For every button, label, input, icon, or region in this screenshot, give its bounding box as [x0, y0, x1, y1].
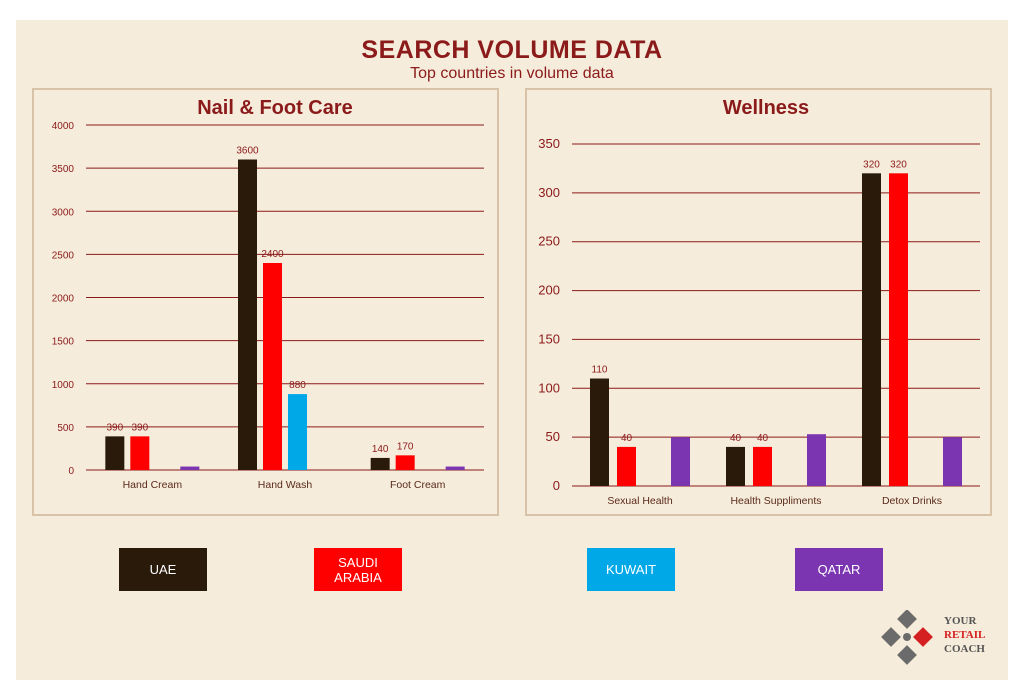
- legend-kuwait: KUWAIT: [587, 548, 675, 591]
- y-tick-label: 2000: [52, 294, 75, 305]
- category-label: Foot Cream: [390, 479, 446, 491]
- y-tick-label: 350: [538, 136, 560, 151]
- y-tick-label: 0: [68, 466, 74, 477]
- data-label: 40: [757, 433, 769, 444]
- data-label: 2400: [261, 249, 284, 260]
- chart-title: Wellness: [723, 97, 809, 119]
- y-tick-label: 50: [546, 429, 560, 444]
- chart-panel-wellness: Wellness 0 50 100 150 200 250 300 350 110 40 Sexual…: [525, 88, 992, 516]
- y-tick-label: 4000: [52, 121, 75, 132]
- bar: [807, 434, 826, 486]
- legend-kuwait-label: KUWAIT: [605, 562, 657, 577]
- y-tick-label: 300: [538, 185, 560, 200]
- data-label: 110: [592, 365, 608, 376]
- bar: [889, 173, 908, 487]
- nail-foot-care-chart: Nail & Foot Care 0 500 1000 1500 2000 2500 3000…: [52, 97, 484, 491]
- legend-qatar: QATAR: [795, 548, 883, 591]
- bar: [238, 159, 257, 470]
- your-retail-coach-logo-icon: [881, 609, 933, 665]
- bar: [105, 436, 125, 470]
- infographic-page: SEARCH VOLUME DATA Top countries in volu…: [16, 20, 1008, 680]
- page-subtitle: Top countries in volume data: [410, 65, 614, 82]
- data-label: 320: [863, 159, 880, 170]
- brand-logo: YOUR RETAIL COACH: [878, 609, 998, 666]
- y-tick-label: 1000: [52, 380, 75, 391]
- bar: [288, 394, 307, 470]
- y-tick-label: 3500: [52, 164, 75, 175]
- bar: [671, 437, 690, 486]
- legend-uae-label: UAE: [149, 562, 177, 577]
- y-tick-label: 0: [553, 478, 560, 493]
- data-label: 880: [289, 380, 306, 391]
- legend-uae: UAE: [119, 548, 207, 591]
- y-tick-label: 100: [538, 380, 560, 395]
- logo-line-coach: COACH: [944, 643, 985, 655]
- bar: [617, 446, 636, 486]
- chart-panel-nail-foot-care: Nail & Foot Care 0 500 1000 1500 2000 2500 3000…: [32, 88, 499, 516]
- category-label: Sexual Health: [607, 495, 673, 507]
- category-label: Health Suppliments: [730, 495, 821, 507]
- data-label: 170: [397, 441, 414, 452]
- category-label: Hand Cream: [123, 479, 183, 491]
- data-label: 40: [621, 433, 633, 444]
- bar: [370, 457, 390, 470]
- bar: [862, 173, 881, 487]
- legend-qatar-label: QATAR: [817, 562, 861, 577]
- y-tick-label: 150: [538, 331, 560, 346]
- data-label: 320: [890, 159, 907, 170]
- data-label: 390: [106, 422, 123, 433]
- bar: [445, 466, 465, 470]
- chart-title: Nail & Foot Care: [197, 97, 353, 119]
- bar: [943, 437, 962, 486]
- y-tick-label: 500: [57, 423, 74, 434]
- bar: [130, 436, 150, 470]
- page-title: SEARCH VOLUME DATA: [361, 36, 663, 64]
- legend-saudi-arabia-label: SAUDI ARABIA: [334, 554, 382, 585]
- data-label: 3600: [236, 146, 259, 157]
- logo-line-retail: RETAIL: [944, 629, 986, 641]
- y-tick-label: 2500: [52, 250, 75, 261]
- wellness-chart: Wellness 0 50 100 150 200 250 300 350 110 40 Sexual…: [538, 97, 980, 507]
- bar: [590, 378, 609, 486]
- y-tick-label: 1500: [52, 337, 75, 348]
- y-tick-label: 3000: [52, 207, 75, 218]
- category-label: Hand Wash: [258, 479, 313, 491]
- data-label: 140: [372, 444, 389, 455]
- data-label: 40: [730, 433, 742, 444]
- category-label: Detox Drinks: [882, 495, 942, 507]
- data-label: 390: [131, 422, 148, 433]
- bar: [726, 446, 745, 486]
- logo-line-your: YOUR: [944, 615, 977, 627]
- y-tick-label: 200: [538, 283, 560, 298]
- bar: [395, 455, 415, 470]
- bar: [753, 446, 772, 486]
- y-tick-label: 250: [538, 234, 560, 249]
- bar: [263, 263, 282, 470]
- legend-saudi-arabia: SAUDI ARABIA: [314, 548, 402, 591]
- bar: [180, 466, 200, 470]
